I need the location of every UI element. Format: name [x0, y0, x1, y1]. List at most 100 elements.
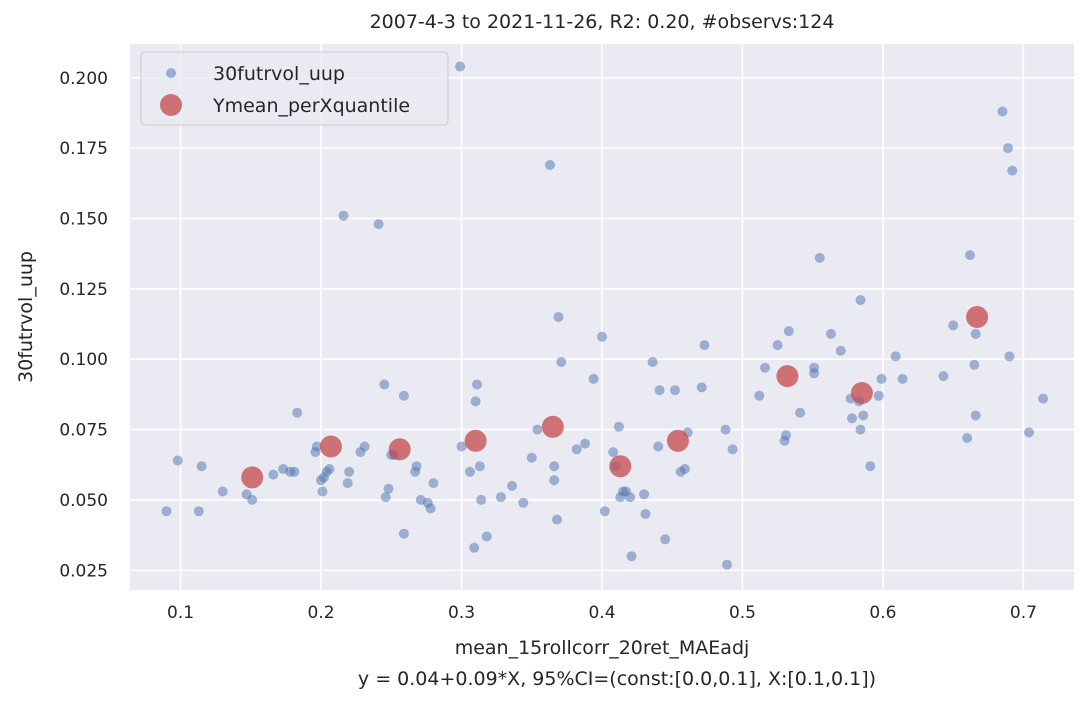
- scatter-point: [613, 421, 624, 432]
- scatter-point: [1007, 165, 1018, 176]
- scatter-point: [865, 461, 876, 472]
- scatter-point: [338, 210, 349, 221]
- scatter-point: [679, 464, 690, 474]
- x-tick-label: 0.4: [588, 603, 615, 623]
- scatter-point: [289, 466, 300, 477]
- scatter-point: [639, 489, 650, 500]
- scatter-point: [317, 486, 328, 497]
- scatter-point: [654, 385, 665, 396]
- scatter-point: [545, 160, 555, 170]
- scatter-point: [268, 469, 279, 480]
- quantile-mean-point: [464, 429, 487, 452]
- scatter-point: [588, 373, 599, 384]
- scatter-point: [795, 407, 806, 418]
- x-tick-label: 0.1: [167, 603, 194, 623]
- scatter-point: [380, 492, 391, 503]
- x-axis-label: mean_15rollcorr_20ret_MAEadj: [455, 637, 750, 659]
- scatter-point: [373, 219, 384, 230]
- scatter-point: [660, 534, 671, 545]
- scatter-point: [571, 444, 582, 455]
- scatter-point: [474, 461, 485, 472]
- scatter-point: [526, 452, 537, 463]
- x-tick-label: 0.5: [729, 603, 756, 623]
- scatter-point: [699, 340, 710, 351]
- scatter-point: [472, 379, 482, 390]
- scatter-point: [938, 371, 949, 382]
- regression-equation-label: y = 0.04+0.09*X, 95%CI=(const:[0.0,0.1],…: [358, 668, 876, 690]
- scatter-point: [855, 295, 866, 306]
- scatter-point: [970, 410, 981, 421]
- scatter-point: [172, 455, 183, 466]
- y-tick-label: 0.075: [59, 421, 108, 441]
- scatter-point: [948, 320, 959, 331]
- scatter-point: [858, 410, 869, 421]
- data-points: [161, 61, 1049, 570]
- scatter-point: [428, 478, 439, 489]
- x-tick-label: 0.3: [448, 603, 475, 623]
- quantile-mean-point: [388, 438, 411, 461]
- scatter-point: [727, 444, 738, 455]
- y-tick-label: 0.100: [59, 350, 108, 370]
- quantile-mean-point: [241, 466, 264, 489]
- scatter-point: [481, 531, 492, 542]
- y-axis-label: 30futrvol_uup: [15, 251, 37, 383]
- y-tick-label: 0.025: [59, 561, 108, 581]
- scatter-point: [411, 461, 422, 472]
- x-tick-label: 0.6: [869, 603, 896, 623]
- scatter-point: [507, 480, 518, 491]
- scatter-point: [722, 559, 732, 570]
- scatter-point: [476, 494, 487, 505]
- scatter-point: [196, 461, 207, 472]
- scatter-point: [873, 390, 884, 401]
- x-tick-label: 0.7: [1010, 603, 1037, 623]
- scatter-point: [835, 345, 846, 356]
- scatter-point: [324, 464, 335, 474]
- scatter-point: [754, 390, 765, 401]
- quantile-mean-point: [776, 365, 799, 388]
- scatter-point: [518, 497, 529, 508]
- scatter-point: [997, 106, 1008, 117]
- scatter-point: [344, 466, 355, 477]
- scatter-point: [532, 424, 543, 435]
- scatter-point: [580, 438, 591, 449]
- scatter-point: [608, 447, 619, 458]
- legend-box: [140, 51, 449, 126]
- scatter-point: [720, 424, 731, 435]
- scatter-point: [465, 466, 475, 477]
- scatter-point: [599, 506, 610, 517]
- scatter-point: [398, 528, 409, 539]
- scatter-point: [470, 396, 481, 407]
- quantile-mean-point: [319, 435, 342, 458]
- scatter-point: [549, 475, 560, 486]
- quantile-mean-point: [966, 306, 989, 328]
- legend-marker-ymean-perxquantile: [160, 94, 182, 116]
- scatter-point: [640, 509, 651, 519]
- scatter-point: [855, 424, 866, 435]
- scatter-point: [670, 385, 680, 396]
- legend-label-30futrvol-uup: 30futrvol_uup: [213, 63, 345, 85]
- quantile-mean-point: [541, 415, 564, 438]
- scatter-point: [311, 441, 322, 452]
- scatter-point: [597, 331, 607, 342]
- grid: [130, 44, 1074, 590]
- scatter-point: [826, 328, 836, 339]
- scatter-point: [783, 326, 794, 337]
- scatter-point: [809, 368, 820, 379]
- scatter-point: [1024, 427, 1034, 438]
- quantile-mean-point: [609, 455, 632, 478]
- scatter-point: [970, 328, 981, 339]
- scatter-point: [193, 506, 204, 517]
- y-tick-label: 0.200: [59, 69, 108, 89]
- y-tick-label: 0.150: [59, 209, 108, 229]
- scatter-point: [781, 430, 791, 441]
- scatter-point: [890, 351, 901, 362]
- scatter-point: [962, 433, 973, 443]
- scatter-point: [556, 357, 567, 367]
- scatter-point: [969, 359, 980, 370]
- y-tick-label: 0.125: [59, 280, 108, 300]
- scatter-point: [359, 441, 370, 452]
- scatter-point: [292, 407, 303, 418]
- scatter-point: [965, 250, 975, 261]
- scatter-point: [455, 61, 466, 72]
